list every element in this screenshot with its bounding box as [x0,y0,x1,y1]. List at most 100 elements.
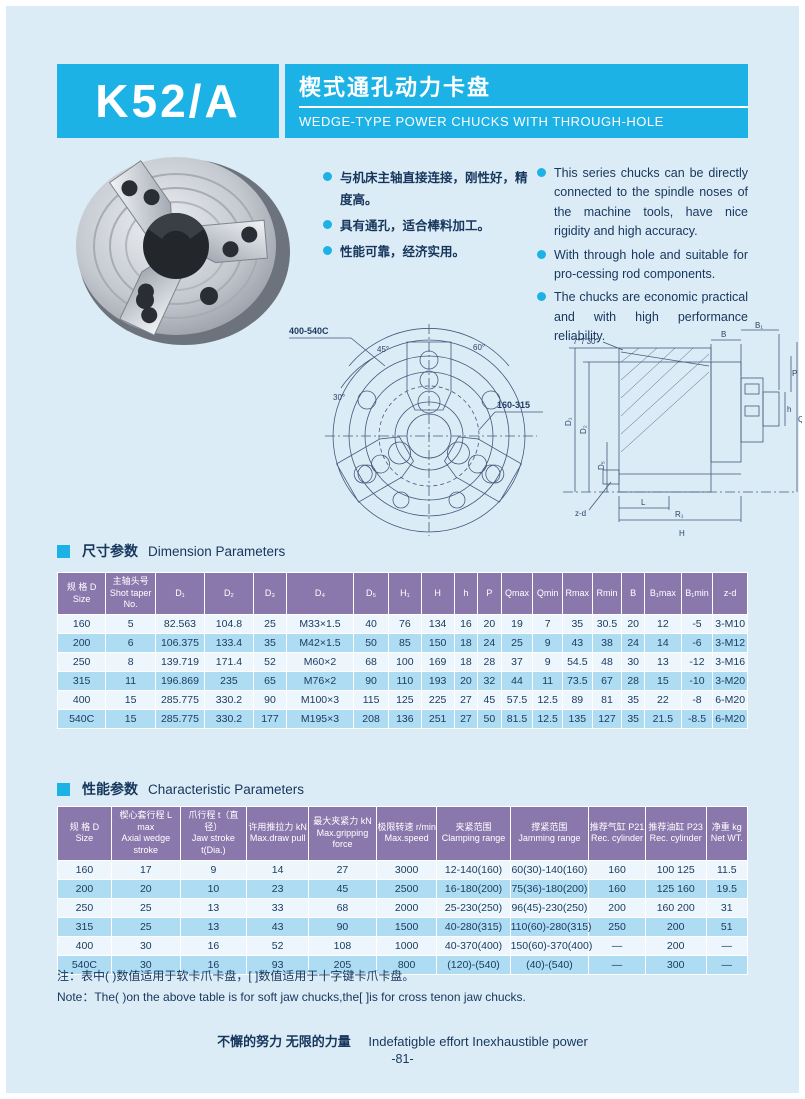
dimension-table-wrap: 规 格 D Size 主轴头号 Shot taper No. D₁ D₂ D₃ D₄ D₅ H… [56,571,748,730]
slogan-chinese: 不懈的努力 无限的力量 [217,1034,351,1049]
table-cell: 14 [246,859,310,880]
table-cell: 225 [420,690,455,711]
table-cell: 127 [591,709,623,730]
feature-item: 与机床主轴直接连接，刚性好，精度高。 [323,168,529,212]
table-cell: 160 [56,614,107,635]
header-row: 规 格 D Size 主轴头号 Shot taper No. D₁ D₂ D₃ D₄ D₅ H… [56,571,748,616]
table-cell: 40-280(315) [436,916,511,937]
table-row: 400 15 285.775 330.2 90 M100×3 115 125 225 27 45 57… [56,690,748,711]
table-cell: 25 [500,633,534,654]
table-cell: 11.5 [705,859,749,880]
characteristic-section-title: 性能参数 Characteristic Parameters [57,779,304,799]
table-cell: 3000 [375,859,438,880]
table-cell: 125 160 [644,878,707,899]
table-row: 250 25 13 33 68 2000 25-230(250) 96(45)-230(250… [57,897,749,918]
dim-label-d5: D₅ [597,461,606,470]
table-cell: 285.775 [154,690,205,711]
column-header: 夹紧范围 Clamping range [436,806,511,861]
table-cell: 14 [644,633,682,654]
column-header: 许用推拉力 kN Max.draw pull [246,806,310,861]
column-header: B [621,571,646,616]
table-cell: 160 [57,859,112,880]
feature-list-english: This series chucks can be directly conne… [537,164,748,350]
column-header: 规 格 D Size [56,571,107,616]
table-cell: — [588,935,646,956]
dim-label-zd: z-d [575,509,586,518]
table-cell: 40 [352,614,390,635]
table-cell: 205 [308,954,377,975]
header-row: 规 格 D Size 楔心套行程 L max Axial wedge stroke… [57,806,749,861]
table-cell: 22 [644,690,682,711]
table-cell: -10 [680,671,714,692]
table-cell: 250 [57,897,112,918]
table-cell: 171.4 [203,652,254,673]
table-cell: 110 [388,671,422,692]
table-cell: 76 [388,614,422,635]
table-cell: 3-M20 [712,671,748,692]
table-cell: — [705,954,749,975]
table-cell: 100 125 [644,859,707,880]
column-header: 撑紧范围 Jamming range [509,806,590,861]
column-header: D₃ [252,571,288,616]
table-cell: 81.5 [500,709,534,730]
table-cell: 540C [57,954,112,975]
table-cell: 73.5 [561,671,593,692]
table-cell: 6-M20 [712,690,748,711]
table-cell: 9 [179,859,248,880]
table-cell: 93 [246,954,310,975]
chuck-jaws [108,160,268,336]
table-cell: 108 [308,935,377,956]
column-header: 规 格 D Size [57,806,112,861]
table-cell: 200 [57,878,112,899]
bullet-icon [323,245,332,255]
table-cell: 250 [588,916,646,937]
column-header: Qmin [532,571,563,616]
section-title-en: Dimension Parameters [148,543,286,559]
table-cell: 90 [352,671,390,692]
section-title-cn: 性能参数 [82,781,138,797]
column-header: 主轴头号 Shot taper No. [105,571,156,616]
column-header: 爪行程 t（直径） Jaw stroke t(Dia.) [179,806,248,861]
table-cell: 33 [246,897,310,918]
table-cell: 3-M16 [712,652,748,673]
column-header: 楔心套行程 L max Axial wedge stroke [110,806,181,861]
table-cell: 44 [500,671,534,692]
table-cell: 15 [105,709,156,730]
column-header: Rmax [561,571,593,616]
column-header: h [453,571,479,616]
column-header: B₁min [680,571,714,616]
table-cell: 45 [477,690,502,711]
table-cell: 133.4 [203,633,254,654]
table-cell: 115 [352,690,390,711]
drawing-angle-45: 45° [377,345,389,354]
table-cell: -8.5 [680,709,714,730]
table-cell: 1500 [375,916,438,937]
table-cell: 235 [203,671,254,692]
table-cell: 177 [252,709,288,730]
table-cell: 32 [477,671,502,692]
dim-label-q: Q [798,415,802,424]
feature-list-chinese: 与机床主轴直接连接，刚性好，精度高。 具有通孔，适合棒料加工。 性能可靠，经济实用。 [323,168,529,350]
table-row: 200 20 10 23 45 2500 16-180(200) 75(36)-180(200… [57,878,749,899]
table-cell: 106.375 [154,633,205,654]
feature-item: With through hole and suitable for pro-c… [537,246,748,285]
title-divider [299,106,748,108]
table-cell: 30 [110,935,181,956]
column-header: D₅ [352,571,390,616]
column-header: H₁ [388,571,422,616]
table-cell: 25 [110,916,181,937]
table-cell: 135 [561,709,593,730]
section-marker-icon [57,782,70,796]
bullet-icon [323,219,332,229]
table-cell: 68 [352,652,390,673]
table-row: 315 11 196.869 235 65 M76×2 90 110 193 20 32 44 11 73… [56,671,748,692]
table-cell: 81 [591,690,623,711]
table-cell: 51 [705,916,749,937]
table-cell: M100×3 [286,690,354,711]
table-cell: M42×1.5 [286,633,354,654]
table-cell: 48 [591,652,623,673]
table-cell: (120)-(540) [436,954,511,975]
table-cell: 25-230(250) [436,897,511,918]
bullet-icon [323,172,332,181]
footer-slogan: 不懈的努力 无限的力量 Indefatigble effort Inexhaus… [0,1031,805,1050]
